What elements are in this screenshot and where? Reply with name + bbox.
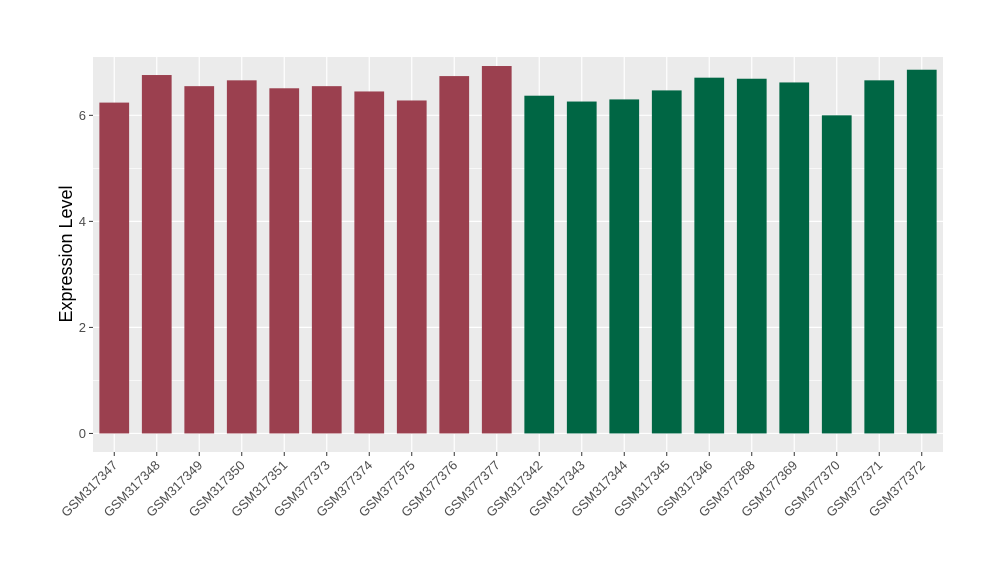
plot-panel (93, 57, 943, 452)
bar-GSM317345 (651, 90, 682, 434)
bar-GSM317348 (141, 75, 172, 434)
bar-GSM317344 (609, 99, 640, 434)
bar-GSM317351 (269, 88, 300, 434)
bar-GSM377370 (821, 115, 852, 434)
bar-GSM377371 (864, 80, 895, 434)
bar-GSM377368 (736, 78, 767, 434)
bar-GSM377372 (906, 69, 937, 434)
bar-GSM377375 (396, 100, 427, 434)
y-tick-label: 0 (79, 426, 86, 441)
bar-GSM377377 (481, 66, 512, 434)
bar-GSM377373 (311, 86, 342, 434)
bars (99, 66, 937, 434)
x-axis: GSM317347GSM317348GSM317349GSM317350GSM3… (58, 452, 928, 520)
bar-GSM317349 (184, 86, 215, 434)
bar-GSM317343 (566, 101, 597, 434)
bar-GSM317347 (99, 102, 130, 434)
bar-GSM317346 (694, 77, 725, 434)
y-tick-label: 6 (79, 108, 86, 123)
y-axis-title: Expression Level (56, 185, 76, 322)
bar-GSM377374 (354, 91, 385, 434)
bar-GSM317342 (524, 95, 555, 434)
y-axis: 0 2 4 6 (79, 108, 93, 441)
bar-GSM317350 (226, 80, 257, 434)
y-tick-label: 2 (79, 320, 86, 335)
y-tick-label: 4 (79, 214, 86, 229)
bar-GSM377369 (779, 82, 810, 434)
bar-GSM377376 (439, 76, 470, 434)
